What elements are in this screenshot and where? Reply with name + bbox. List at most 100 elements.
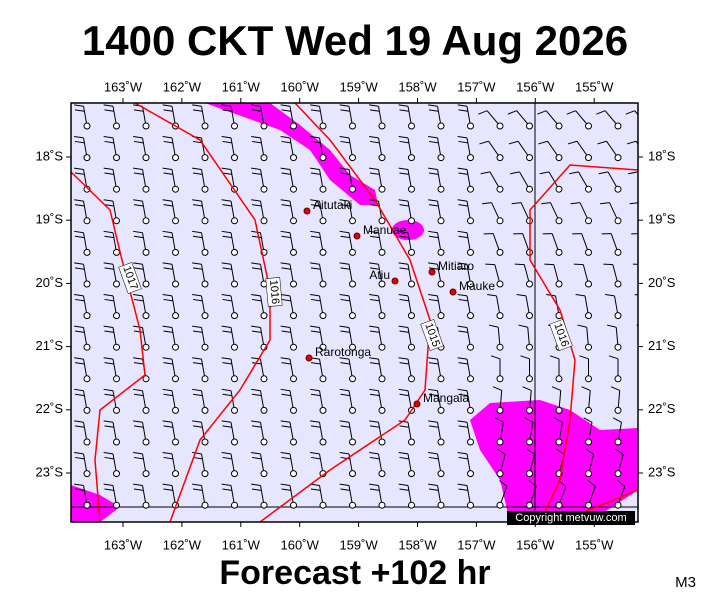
longitude-label: 158˚W [398, 537, 437, 552]
wind-barb [398, 167, 415, 193]
barb-feather [577, 324, 587, 328]
barb-station [614, 280, 622, 288]
rain-area [392, 220, 424, 240]
barb-station [467, 154, 474, 162]
barb-feather [133, 230, 143, 234]
barb-feather [647, 481, 654, 487]
wind-barb [428, 104, 445, 130]
barb-feather [74, 325, 84, 328]
wind-barb [537, 110, 563, 130]
place-marker [305, 354, 313, 362]
wind-barb [612, 417, 622, 446]
barb-feather [281, 267, 291, 270]
barb-feather [74, 136, 84, 139]
barb-feather [162, 230, 173, 234]
wind-barb [251, 294, 268, 320]
forecast-label: Forecast +102 hr [219, 554, 490, 592]
barb-station [319, 375, 327, 383]
barb-feather [457, 325, 468, 328]
barb-feather [457, 230, 468, 234]
wind-barb [133, 294, 150, 320]
barb-feather [280, 104, 291, 107]
barb-station [83, 501, 91, 509]
barb-station [408, 343, 415, 351]
barb-station [437, 154, 445, 162]
barb-station [437, 375, 445, 383]
latitude-label: 18˚S [36, 148, 64, 163]
barb-feather [310, 488, 321, 491]
barb-feather [339, 199, 350, 202]
barb-feather [163, 235, 173, 239]
barb-station [614, 185, 622, 193]
barb-station [83, 438, 91, 446]
barb-feather [133, 488, 144, 491]
barb-feather [399, 172, 409, 175]
wind-barb [570, 202, 592, 225]
barb-feather [549, 355, 560, 360]
barb-feather [575, 294, 586, 297]
barb-feather [494, 417, 504, 423]
barb-station [467, 122, 474, 130]
place-name: Manuae [363, 223, 407, 237]
longitude-label: 160˚W [281, 79, 320, 94]
barb-station [378, 406, 386, 414]
barb-feather [339, 294, 350, 297]
wind-barb [74, 452, 91, 478]
barb-feather [221, 262, 232, 265]
barb-feather [428, 104, 438, 107]
barb-feather [399, 330, 409, 333]
barb-feather [251, 452, 261, 455]
wind-barb [631, 233, 648, 253]
barb-feather [310, 420, 320, 423]
barb-station [614, 501, 622, 509]
wind-barb [310, 167, 327, 193]
barb-feather [610, 386, 620, 391]
barb-feather [340, 267, 350, 270]
wind-barb [428, 136, 445, 162]
wind-barb [221, 452, 238, 478]
place-marker [303, 207, 311, 215]
barb-feather [163, 298, 173, 302]
barb-feather [251, 483, 261, 486]
barb-feather [369, 325, 379, 328]
barb-station [113, 154, 120, 162]
barb-feather [537, 110, 547, 115]
wind-barb [457, 230, 474, 256]
barb-staff [641, 234, 648, 253]
wind-barb [483, 233, 504, 256]
barb-station [526, 154, 533, 162]
wind-barb [221, 167, 238, 193]
barb-station [614, 438, 622, 446]
barb-feather [551, 386, 561, 391]
barb-feather [398, 325, 409, 328]
barb-feather [103, 325, 114, 328]
barb-feather [428, 140, 439, 144]
wind-barb [192, 199, 209, 225]
barb-feather [487, 294, 497, 297]
barb-station [290, 185, 297, 193]
wind-barb [74, 388, 91, 414]
barb-feather [428, 262, 438, 265]
barb-station [437, 248, 445, 256]
longitude-label: 157˚W [457, 79, 496, 94]
barb-feather [74, 267, 85, 270]
barb-feather [428, 172, 439, 175]
barb-feather [162, 452, 173, 455]
barb-feather [428, 235, 439, 239]
barb-feather [566, 110, 576, 115]
wind-barb [221, 104, 238, 130]
wind-barb [192, 357, 209, 383]
wind-barb [162, 199, 179, 225]
barb-feather [222, 393, 232, 397]
barb-feather [538, 140, 548, 145]
wind-barb [103, 325, 120, 351]
barb-feather [522, 386, 532, 391]
barb-feather [398, 199, 409, 202]
barb-feather [133, 294, 143, 297]
wind-barb [310, 420, 327, 446]
barb-station [290, 343, 297, 351]
barb-feather [399, 456, 409, 460]
barb-station [83, 406, 91, 414]
barb-feather [163, 425, 173, 428]
wind-barb [133, 483, 150, 509]
